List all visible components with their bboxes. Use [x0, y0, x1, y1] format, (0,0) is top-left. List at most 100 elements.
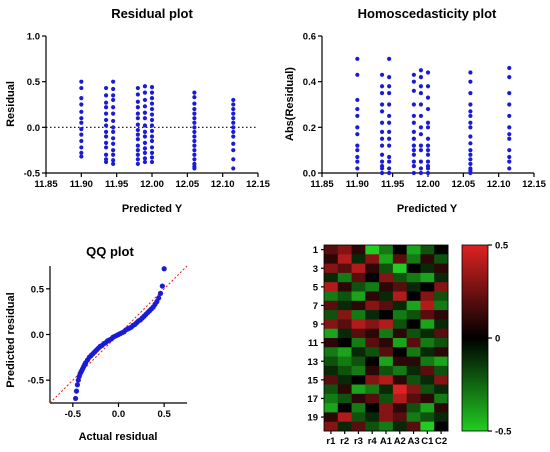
data-point	[411, 152, 416, 157]
heatmap-cell	[337, 310, 352, 320]
data-point	[418, 90, 424, 96]
heatmap-cell	[324, 347, 339, 357]
data-point	[379, 120, 385, 125]
y-tick-label: -0.5	[24, 169, 41, 180]
data-point	[142, 156, 148, 161]
x-tick-label: -0.5	[65, 409, 82, 420]
data-point	[142, 90, 148, 95]
data-point	[411, 120, 416, 125]
data-point	[192, 111, 197, 116]
data-point	[411, 170, 416, 176]
heatmap-cell	[379, 403, 394, 413]
heatmap-cell	[420, 319, 435, 330]
data-point	[192, 148, 197, 153]
data-point	[231, 141, 236, 146]
data-point	[379, 109, 385, 114]
heatmap-cell	[379, 347, 394, 357]
data-point	[142, 140, 148, 145]
data-point	[425, 84, 431, 89]
heatmap-cell	[337, 375, 352, 385]
residual-plot-panel: Residual plot Predicted Y Residual 11.85…	[5, 6, 271, 215]
data-point	[149, 90, 155, 95]
data-point	[111, 105, 116, 110]
data-point	[103, 85, 109, 91]
heatmap-cell	[392, 254, 408, 264]
data-point	[111, 125, 116, 130]
data-point	[468, 90, 473, 96]
data-point	[192, 106, 197, 112]
heatmap-cell	[351, 375, 366, 385]
heatmap-cell	[406, 412, 421, 423]
heatmap-row-label: 5	[313, 282, 319, 293]
heatmap-cell	[324, 245, 339, 255]
data-point	[387, 136, 392, 141]
y-tick-label: -0.5	[28, 376, 45, 387]
data-point	[192, 143, 197, 148]
heatmap-cell	[434, 282, 449, 292]
data-point	[142, 84, 148, 89]
heatmap-cell	[324, 403, 339, 413]
data-point	[135, 122, 140, 127]
heatmap-cell	[406, 245, 421, 255]
qq-plot-panel: QQ plot Actual residual Predicted residu…	[5, 244, 188, 443]
data-point	[231, 106, 236, 112]
data-point	[149, 134, 155, 139]
y-tick-label: 1.0	[27, 32, 40, 43]
data-point	[507, 102, 512, 107]
data-point	[135, 148, 140, 153]
data-point	[411, 148, 416, 153]
data-point	[192, 116, 197, 121]
heatmap-cell	[406, 254, 421, 264]
heatmap-cell	[351, 245, 366, 255]
heatmap-cell	[392, 319, 408, 330]
data-point	[231, 148, 236, 153]
heatmap-cell	[406, 319, 421, 330]
heatmap-cell	[337, 365, 352, 376]
heatmap-cell	[406, 263, 421, 274]
heatmap-cell	[337, 263, 352, 274]
heatmap-cell	[434, 356, 449, 367]
heatmap-cell	[434, 338, 449, 348]
heatmap-column-label: r3	[354, 436, 363, 447]
heatmap-cell	[324, 319, 339, 330]
heatmap-cell	[351, 412, 366, 423]
data-point	[192, 90, 197, 95]
heatmap-cell	[365, 365, 380, 376]
data-point	[507, 65, 512, 71]
data-point	[231, 116, 236, 121]
data-point	[418, 113, 424, 119]
data-point	[411, 113, 416, 119]
heatmap-cell	[379, 263, 394, 274]
data-point	[135, 85, 140, 91]
heatmap-cell	[406, 347, 421, 357]
heatmap-cell	[406, 300, 421, 311]
heatmap-cell	[365, 393, 380, 404]
heatmap-column-label: C1	[421, 436, 434, 447]
residual-plot-area: 11.85 11.90 11.95 12.00 12.05 12.10 12.15 -0.5 0…	[24, 32, 271, 191]
data-point	[192, 125, 197, 130]
heatmap-cell	[406, 282, 421, 292]
data-point	[387, 90, 392, 96]
data-point	[468, 157, 473, 162]
heatmap-cell	[379, 328, 394, 339]
heatmap-cell	[392, 282, 408, 292]
heatmap-cell	[392, 365, 408, 376]
data-point	[418, 75, 424, 80]
data-point	[135, 152, 140, 157]
heatmap-cell	[324, 421, 339, 432]
heatmap-cell	[351, 263, 366, 274]
qq-plot-xlabel: Actual residual	[79, 431, 158, 443]
heatmap-cell	[351, 291, 366, 302]
data-point	[142, 97, 148, 103]
data-point	[159, 283, 165, 289]
heatmap-row-label: 13	[307, 357, 318, 368]
data-point	[387, 143, 392, 148]
data-point	[142, 104, 148, 109]
heatmap-row-label: 3	[313, 264, 318, 275]
heatmap-cell	[365, 272, 380, 283]
heatmap-column-label: r2	[340, 436, 349, 447]
heatmap-cell	[337, 421, 352, 432]
heatmap-cell	[420, 393, 435, 404]
heatmap-cell	[337, 245, 352, 255]
heatmap-column-label: A3	[407, 436, 419, 447]
